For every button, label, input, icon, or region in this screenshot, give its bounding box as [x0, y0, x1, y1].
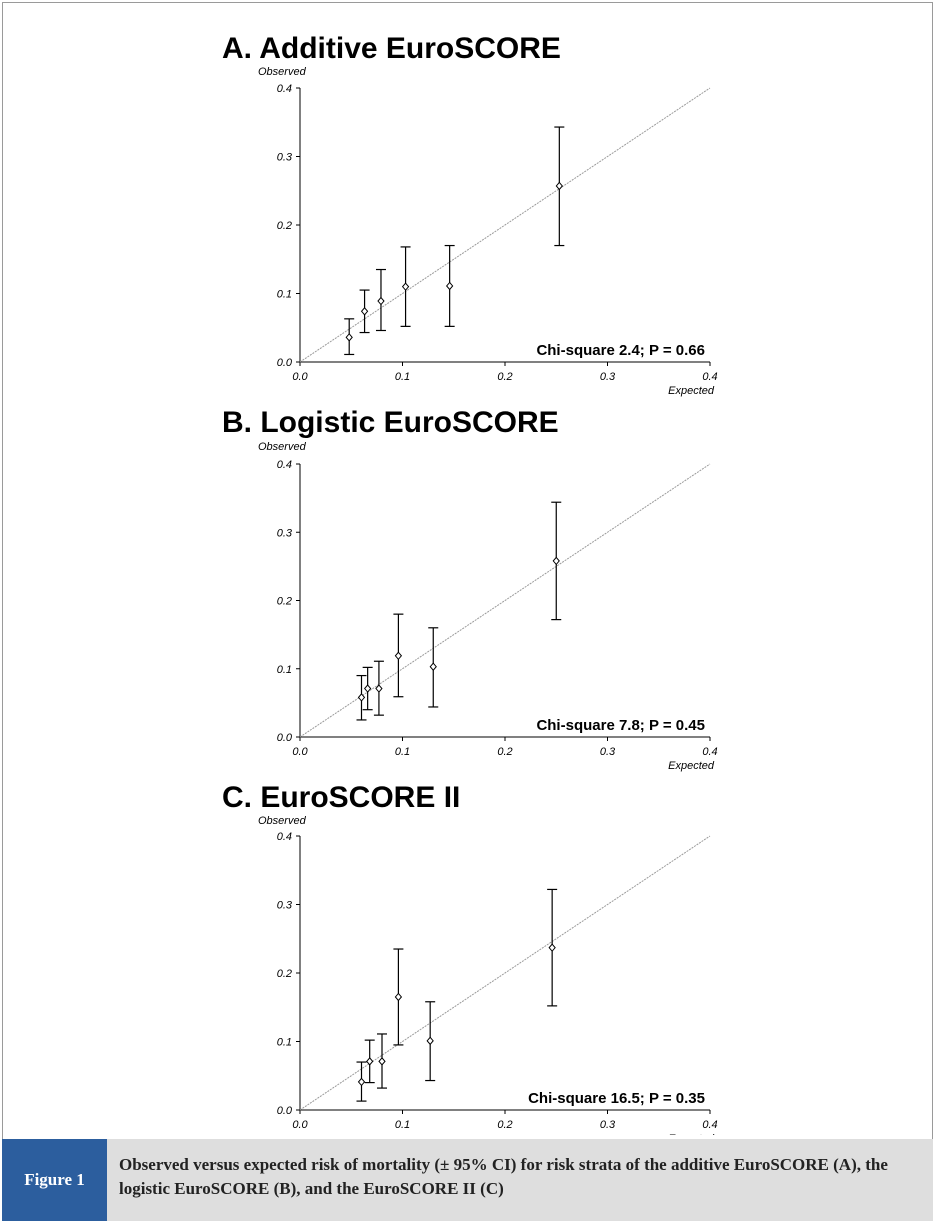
data-point	[366, 1057, 374, 1066]
y-tick-label: 0.4	[277, 83, 292, 95]
y-tick-label: 0.4	[277, 831, 292, 843]
chart-panel-1: B. Logistic EuroSCORE Observed Expected 0.0…	[222, 406, 718, 772]
x-tick-label: 0.3	[600, 1119, 616, 1131]
data-point	[345, 333, 353, 342]
y-tick-label: 0.3	[277, 900, 293, 912]
x-tick-label: 0.0	[292, 371, 308, 383]
y-tick-label: 0.2	[277, 596, 292, 608]
x-tick-label: 0.4	[702, 371, 717, 383]
data-point	[429, 662, 437, 671]
y-tick-label: 0.1	[277, 289, 292, 301]
y-tick-label: 0.0	[277, 357, 293, 369]
data-point	[401, 282, 410, 291]
x-axis-label: Expected	[668, 760, 715, 772]
data-point	[378, 1057, 386, 1066]
chart-title: C. EuroSCORE II	[222, 781, 460, 814]
x-tick-label: 0.2	[497, 746, 512, 758]
x-tick-label: 0.4	[702, 1119, 717, 1131]
figure-caption-text: Observed versus expected risk of mortali…	[107, 1139, 933, 1221]
figure-caption: Figure 1 Observed versus expected risk o…	[2, 1139, 933, 1221]
x-tick-label: 0.1	[395, 746, 410, 758]
data-point	[357, 1077, 366, 1087]
y-tick-label: 0.2	[277, 220, 292, 232]
chart-title: B. Logistic EuroSCORE	[222, 406, 559, 439]
x-tick-label: 0.3	[600, 746, 616, 758]
chi-square-annotation: Chi-square 7.8; P = 0.45	[536, 717, 705, 734]
x-tick-label: 0.1	[395, 371, 410, 383]
x-tick-label: 0.0	[292, 746, 308, 758]
x-tick-label: 0.2	[497, 1119, 512, 1131]
data-point	[375, 684, 383, 693]
reference-diagonal-line	[299, 835, 711, 1111]
data-point	[548, 943, 556, 952]
y-tick-label: 0.1	[277, 1037, 292, 1049]
reference-diagonal-line	[299, 87, 711, 363]
x-tick-label: 0.2	[497, 371, 512, 383]
y-tick-label: 0.0	[277, 732, 293, 744]
x-tick-label: 0.4	[702, 746, 717, 758]
y-tick-label: 0.2	[277, 968, 292, 980]
data-point	[394, 651, 403, 661]
y-tick-label: 0.1	[277, 664, 292, 676]
x-tick-label: 0.3	[600, 371, 616, 383]
y-tick-label: 0.4	[277, 459, 292, 471]
figure-label: Figure 1	[2, 1139, 107, 1221]
data-point	[363, 684, 372, 693]
data-point	[555, 181, 563, 191]
data-point	[394, 992, 403, 1002]
x-tick-label: 0.1	[395, 1119, 410, 1131]
data-point	[426, 1036, 434, 1046]
chi-square-annotation: Chi-square 2.4; P = 0.66	[536, 342, 705, 359]
data-point	[357, 693, 366, 702]
y-tick-label: 0.0	[277, 1105, 293, 1117]
data-point	[360, 307, 369, 316]
y-tick-label: 0.3	[277, 527, 293, 539]
charts-canvas: A. Additive EuroSCOREObservedExpected0.0…	[222, 32, 718, 1135]
y-axis-label: Observed	[258, 441, 307, 453]
data-point	[377, 296, 385, 306]
x-axis-label: Expected	[668, 385, 715, 397]
chi-square-annotation: Chi-square 16.5; P = 0.35	[528, 1090, 705, 1107]
y-axis-label: Observed	[258, 815, 307, 827]
x-tick-label: 0.0	[292, 1119, 308, 1131]
y-tick-label: 0.3	[277, 152, 293, 164]
chart-title: A. Additive EuroSCORE	[222, 32, 561, 65]
y-axis-label: Observed	[258, 66, 307, 78]
x-axis-label: Expected	[668, 1133, 715, 1135]
data-point	[445, 281, 454, 291]
data-point	[552, 556, 560, 566]
